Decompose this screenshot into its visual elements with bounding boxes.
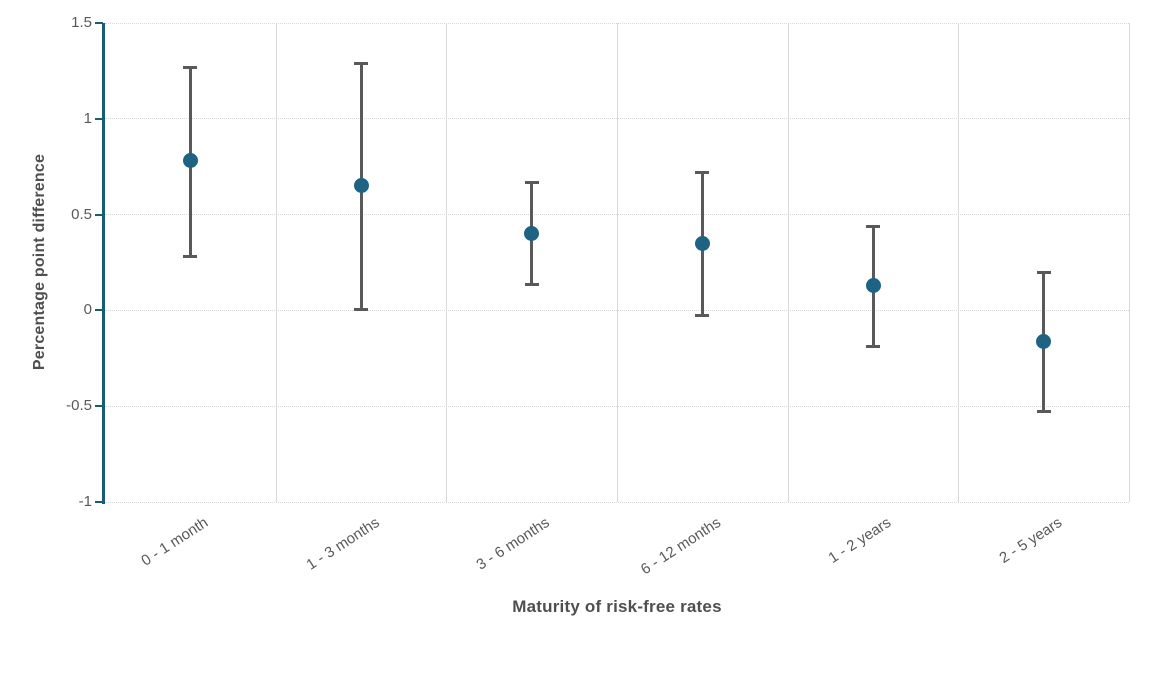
error-bar-cap-bottom xyxy=(354,308,368,312)
error-bar-cap-bottom xyxy=(1036,409,1051,413)
y-axis-tick xyxy=(95,309,103,312)
y-tick-label: -0.5 xyxy=(66,397,92,415)
y-axis-tick xyxy=(95,117,103,120)
horizontal-gridline xyxy=(105,501,1129,503)
data-point-marker xyxy=(694,235,710,251)
y-tick-label: 0 xyxy=(83,301,92,319)
error-bar-cap-top xyxy=(695,171,710,175)
y-axis-tick xyxy=(95,213,103,216)
y-tick-label: 1.5 xyxy=(71,14,92,31)
y-tick-label: 1 xyxy=(83,109,92,127)
error-bar-cap-top xyxy=(524,181,539,185)
error-bar-cap-bottom xyxy=(695,314,710,318)
y-axis-title: Percentage point difference xyxy=(31,153,48,371)
x-category-label: 1 - 2 years xyxy=(825,514,895,567)
error-bar-cap-bottom xyxy=(183,254,198,258)
error-bar-cap-top xyxy=(866,225,880,229)
y-axis-tick xyxy=(95,405,103,408)
vertical-gridline xyxy=(275,23,277,502)
x-category-label: 2 - 5 years xyxy=(996,514,1065,567)
x-category-label: 3 - 6 months xyxy=(473,514,553,574)
data-point-marker xyxy=(182,153,198,169)
error-bar-cap-bottom xyxy=(524,283,539,287)
error-bar-cap-top xyxy=(354,62,368,66)
y-axis-line xyxy=(102,23,105,504)
error-bar-cap-top xyxy=(183,66,198,70)
vertical-gridline xyxy=(958,23,960,502)
x-category-label: 0 - 1 month xyxy=(138,514,212,570)
data-point-marker xyxy=(1036,333,1052,349)
y-axis-tick xyxy=(95,22,103,24)
data-point-marker xyxy=(865,277,881,293)
x-category-label: 1 - 3 months xyxy=(303,514,383,574)
x-category-label: 6 - 12 months xyxy=(637,514,724,579)
x-axis-title: Maturity of risk-free rates xyxy=(512,597,722,616)
vertical-gridline xyxy=(446,23,448,502)
vertical-gridline xyxy=(787,23,789,502)
y-tick-label: -1 xyxy=(78,493,92,510)
y-tick-label: 0.5 xyxy=(71,205,92,223)
error-bar-cap-top xyxy=(1036,271,1051,275)
data-point-marker xyxy=(524,226,540,242)
vertical-gridline xyxy=(617,23,618,502)
error-bar-cap-bottom xyxy=(866,344,880,348)
vertical-gridline xyxy=(1129,23,1130,502)
y-axis-tick xyxy=(95,501,103,503)
data-point-marker xyxy=(353,178,369,194)
